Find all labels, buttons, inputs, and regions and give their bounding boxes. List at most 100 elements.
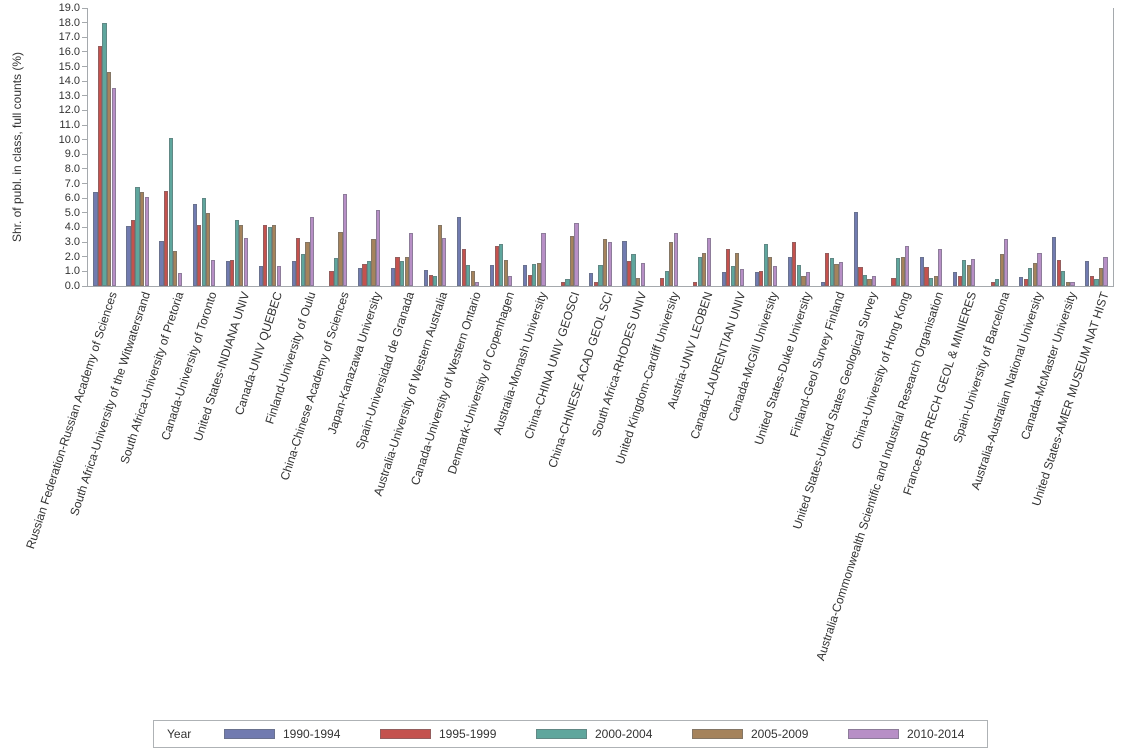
bar-1990-1994 [853,212,858,286]
bar-2005-2009 [437,224,442,286]
bar-1995-1999 [527,275,532,286]
bar-1990-1994 [820,281,825,286]
bar-2010-2014 [210,259,215,286]
y-tick-mark [82,124,87,126]
bar-2005-2009 [602,239,608,286]
bar-2010-2014 [177,272,182,286]
bar-1995-1999 [593,282,599,286]
bar-2010-2014 [442,237,447,286]
bar-1995-1999 [428,275,433,286]
bar-1995-1999 [924,266,929,286]
bar-1990-1994 [258,265,263,286]
bar-2000-2004 [995,278,1000,286]
y-tick-label: 11.0 [59,119,80,132]
bar-1990-1994 [721,272,726,286]
bar-2000-2004 [135,186,140,286]
bar-2005-2009 [404,256,409,286]
bar-2000-2004 [565,278,570,286]
y-tick-mark [82,95,87,97]
bar-2010-2014 [739,269,744,286]
bar-1990-1994 [1052,236,1057,286]
bar-2000-2004 [598,264,603,286]
bar-1990-1994 [126,226,131,286]
y-tick-label: 13.0 [58,89,80,102]
bar-1995-1999 [1056,259,1061,286]
bar-2000-2004 [168,138,173,286]
y-tick-label: 19.0 [58,2,80,14]
bar-2000-2004 [1061,270,1066,286]
y-tick-label: 8.0 [64,162,80,175]
bar-2010-2014 [838,261,844,286]
bar-2005-2009 [338,231,343,286]
bar-1995-1999 [97,46,103,286]
bar-2010-2014 [475,281,480,286]
legend-entry: 2000-2004 [536,721,652,747]
bar-2000-2004 [895,258,901,286]
bar-1990-1994 [357,268,363,286]
bar-2000-2004 [763,243,768,286]
bar-2010-2014 [640,262,645,286]
x-category-label: United Kingdom-Cardiff University [612,290,682,467]
bar-1995-1999 [990,281,995,286]
bar-1990-1994 [787,256,792,286]
bar-2000-2004 [532,264,537,286]
y-tick-mark [82,80,87,82]
bar-1990-1994 [1085,261,1090,286]
bar-2010-2014 [376,209,381,286]
bar-2010-2014 [243,237,248,286]
y-tick-label: 2.0 [64,250,80,263]
legend-label: 1990-1994 [283,727,341,741]
bar-1990-1994 [93,192,98,286]
legend-entry: 2005-2009 [692,721,808,747]
legend-entry: 1995-1999 [380,721,496,747]
bar-2000-2004 [267,227,272,286]
y-tick-label: 6.0 [64,192,80,205]
bar-1990-1994 [523,264,528,286]
bar-2000-2004 [300,253,305,286]
bar-1990-1994 [423,269,429,286]
x-category-label: South Africa-University of Pretoria [117,290,186,466]
bar-2000-2004 [829,258,835,286]
legend-entry: 1990-1994 [224,721,340,747]
legend-label: 2000-2004 [595,727,653,741]
bar-2000-2004 [433,275,438,286]
bar-2005-2009 [735,253,740,286]
y-tick-label: 0.0 [64,280,80,292]
bar-2005-2009 [239,224,244,286]
bar-2010-2014 [276,265,282,286]
bar-2010-2014 [508,275,513,286]
bar-2005-2009 [702,253,707,286]
bar-2010-2014 [971,258,976,286]
bar-2010-2014 [673,233,678,286]
bar-1990-1994 [225,261,230,286]
bar-1995-1999 [1089,275,1094,286]
legend-title: Year [167,727,192,741]
bar-2005-2009 [536,263,541,286]
y-tick-mark [82,153,87,155]
bar-2000-2004 [466,264,471,286]
x-category-label: China-CHINESE ACAD GEOL SCI [545,290,616,470]
bar-2005-2009 [636,277,641,286]
bar-1995-1999 [329,270,334,286]
y-tick-mark [82,51,87,53]
bar-1995-1999 [858,266,863,286]
bar-2005-2009 [669,242,674,286]
bar-2000-2004 [796,264,801,286]
bar-2005-2009 [106,72,112,286]
y-tick-mark [82,66,87,68]
bar-2010-2014 [607,242,612,286]
bar-2010-2014 [805,272,811,286]
y-tick-label: 18.0 [58,16,80,29]
bar-1990-1994 [159,240,164,286]
y-tick-mark [82,139,87,141]
bar-1995-1999 [230,259,235,286]
y-tick-mark [82,226,87,228]
y-axis-title: Shr. of publ. in class, full counts (%) [10,51,24,243]
bar-2000-2004 [102,22,107,286]
bar-2000-2004 [962,260,967,286]
legend-entry: 2010-2014 [848,721,964,747]
y-tick-mark [82,270,87,272]
plot-area [87,8,1114,287]
y-tick-label: 1.0 [64,265,80,278]
